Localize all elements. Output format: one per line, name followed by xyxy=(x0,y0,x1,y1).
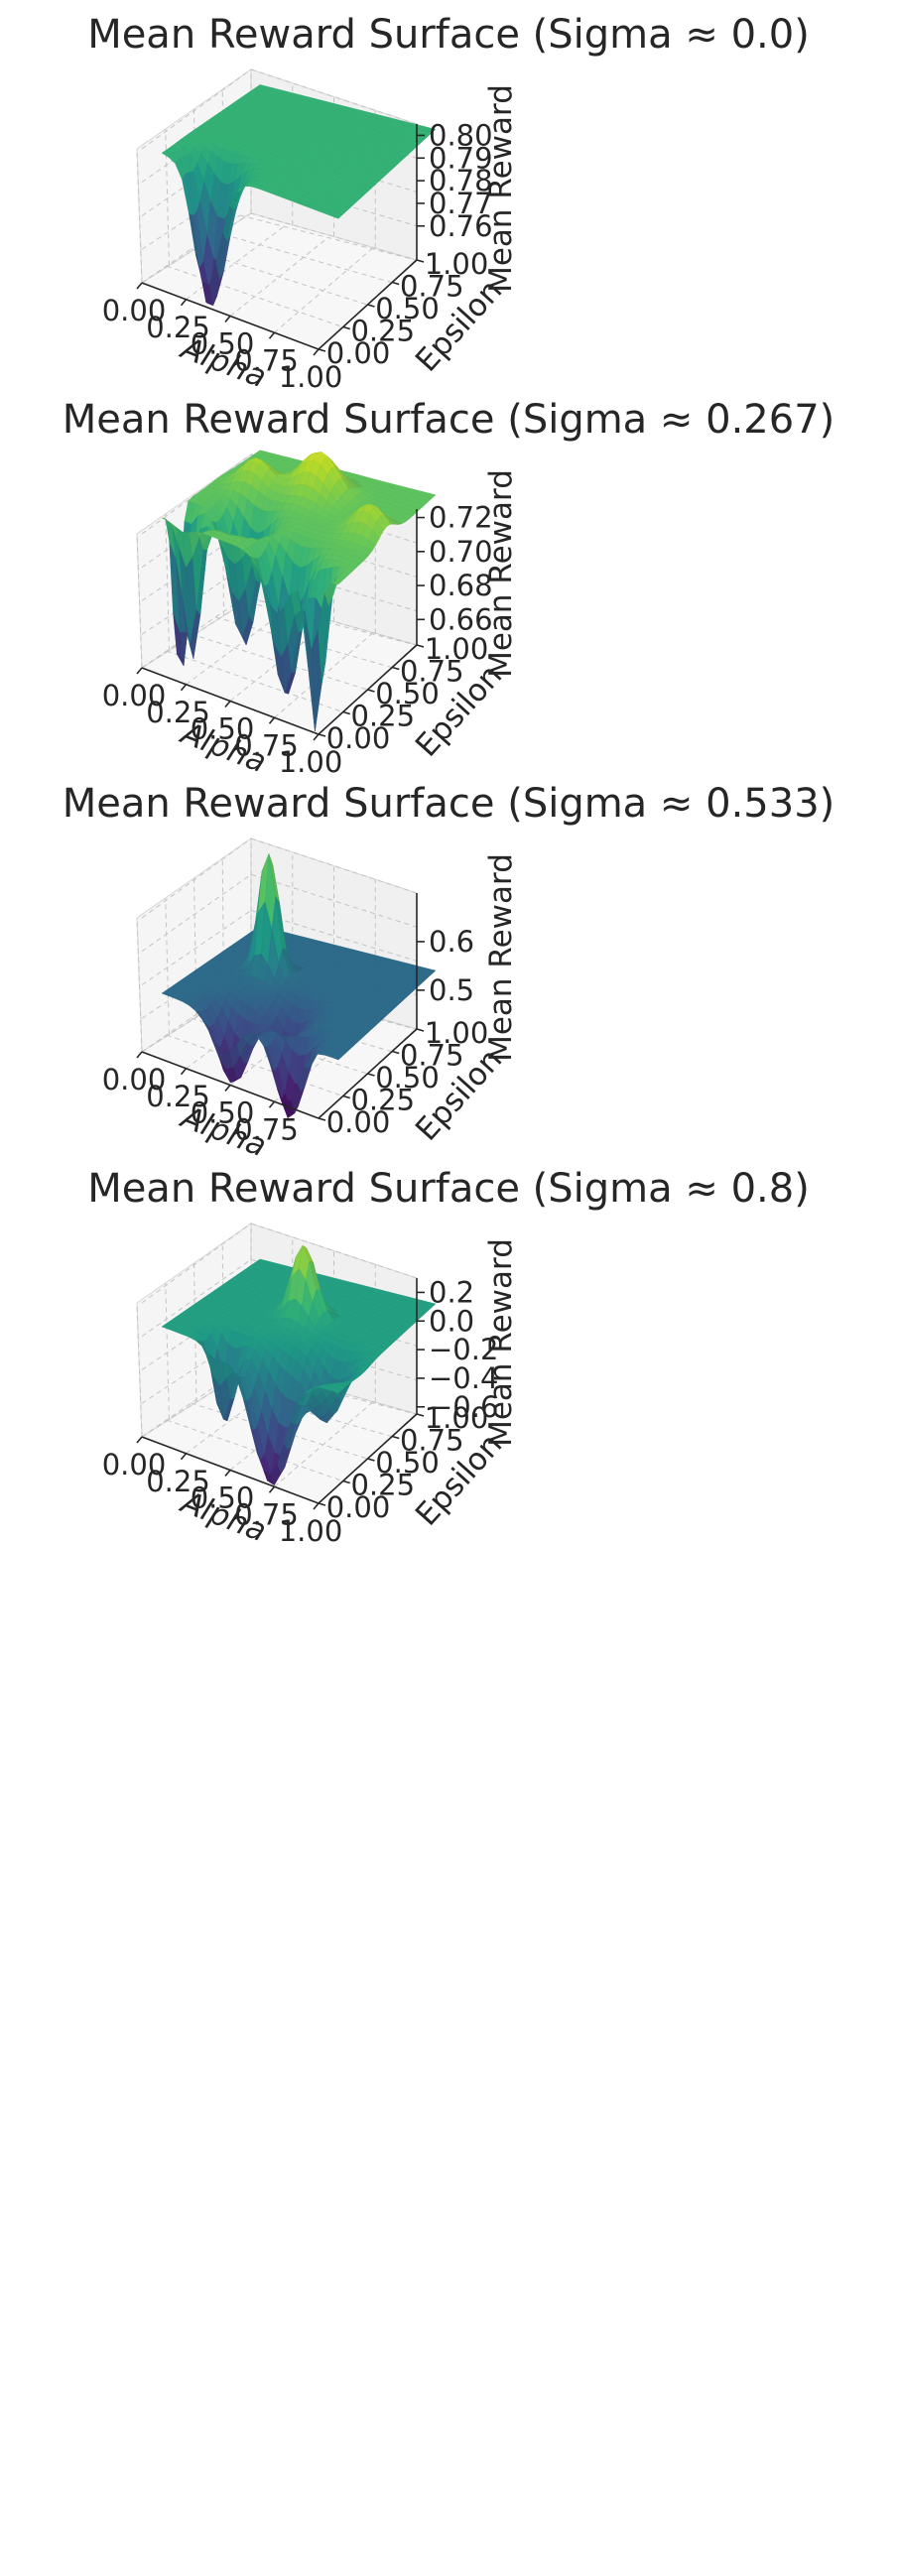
x-tick-label: 0.25 xyxy=(146,1465,210,1498)
x-tick-label: 0.50 xyxy=(191,712,255,746)
z-tick-label: 0.72 xyxy=(429,501,493,535)
y-tick-label: 0.75 xyxy=(400,1039,464,1073)
z-axis-label: Mean Reward xyxy=(483,1238,519,1447)
chart-title: Mean Reward Surface (Sigma ≈ 0.8) xyxy=(87,1166,810,1212)
chart-panel-2: Mean Reward Surface (Sigma ≈ 0.267)0.000… xyxy=(63,397,835,780)
x-tick-label: 0.75 xyxy=(234,1112,299,1146)
y-tick-label: 1.00 xyxy=(425,247,489,281)
z-tick-label: −0.4 xyxy=(429,1361,498,1395)
z-tick-label: 0.77 xyxy=(429,187,493,220)
z-tick-label: 0.80 xyxy=(429,118,493,152)
x-tick-label: 0.75 xyxy=(234,1497,299,1531)
x-tick-label: 0.75 xyxy=(234,728,299,762)
chart-panel-3: Mean Reward Surface (Sigma ≈ 0.533)0.000… xyxy=(63,781,835,1164)
chart-title: Mean Reward Surface (Sigma ≈ 0.0) xyxy=(87,12,810,58)
y-tick-label: 0.00 xyxy=(326,1105,391,1139)
y-tick-label: 0.75 xyxy=(400,270,464,304)
x-tick-label: 0.50 xyxy=(191,1096,255,1130)
surface xyxy=(161,852,437,1119)
surface xyxy=(161,450,437,731)
y-tick-label: 1.00 xyxy=(425,1016,489,1050)
z-axis-label: Mean Reward xyxy=(483,853,519,1062)
z-tick-label: 0.78 xyxy=(429,164,493,197)
x-tick-label: 0.25 xyxy=(146,311,210,344)
x-tick-label: 0.50 xyxy=(191,327,255,361)
chart-panel-4: Mean Reward Surface (Sigma ≈ 0.8)0.000.2… xyxy=(87,1166,810,1549)
y-tick-label: 0.50 xyxy=(375,292,440,325)
chart-title: Mean Reward Surface (Sigma ≈ 0.533) xyxy=(63,781,835,827)
z-tick-label: 0.79 xyxy=(429,141,493,175)
y-tick-label: 0.00 xyxy=(326,721,391,755)
z-tick-label: 0.2 xyxy=(429,1275,474,1309)
z-tick-label: 0.66 xyxy=(429,602,493,636)
chart-title: Mean Reward Surface (Sigma ≈ 0.267) xyxy=(63,397,835,443)
x-tick-label: 0.75 xyxy=(234,343,299,377)
y-tick-label: 1.00 xyxy=(425,1401,489,1435)
surface xyxy=(161,1244,437,1486)
x-tick-label: 0.50 xyxy=(191,1481,255,1515)
surface xyxy=(161,84,437,307)
z-tick-label: 0.0 xyxy=(429,1304,474,1338)
z-tick-label: 0.76 xyxy=(429,209,493,243)
y-tick-label: 0.25 xyxy=(350,700,415,733)
x-tick-label: 0.00 xyxy=(102,1063,167,1096)
y-tick-label: 0.25 xyxy=(350,1469,415,1502)
x-tick-label: 0.25 xyxy=(146,696,210,729)
y-tick-label: 0.25 xyxy=(350,315,415,348)
y-tick-label: 0.50 xyxy=(375,677,440,710)
z-axis-label: Mean Reward xyxy=(483,469,519,678)
y-tick-label: 0.50 xyxy=(375,1446,440,1480)
z-tick-label: 0.70 xyxy=(429,535,493,569)
y-tick-label: 0.75 xyxy=(400,655,464,689)
x-tick-label: 0.00 xyxy=(102,679,167,712)
x-tick-label: 0.00 xyxy=(102,1448,167,1481)
y-tick-label: 0.00 xyxy=(326,1490,391,1524)
y-tick-label: 1.00 xyxy=(425,632,489,666)
z-tick-label: −0.2 xyxy=(429,1333,498,1366)
z-tick-label: 0.6 xyxy=(429,925,474,959)
x-tick-label: 1.00 xyxy=(279,745,343,779)
y-tick-label: 0.75 xyxy=(400,1424,464,1458)
z-axis-label: Mean Reward xyxy=(483,84,519,293)
x-tick-label: 0.00 xyxy=(102,294,167,327)
z-tick-label: 0.5 xyxy=(429,973,474,1007)
x-tick-label: 1.00 xyxy=(279,360,343,394)
y-tick-label: 0.25 xyxy=(350,1084,415,1117)
z-tick-label: 0.68 xyxy=(429,569,493,602)
x-tick-label: 0.25 xyxy=(146,1080,210,1113)
z-tick-label: −0.6 xyxy=(429,1390,498,1424)
x-tick-label: 1.00 xyxy=(279,1514,343,1548)
y-tick-label: 0.00 xyxy=(326,336,391,370)
y-tick-label: 0.50 xyxy=(375,1061,440,1095)
chart-panel-1: Mean Reward Surface (Sigma ≈ 0.0)0.000.2… xyxy=(87,12,810,395)
